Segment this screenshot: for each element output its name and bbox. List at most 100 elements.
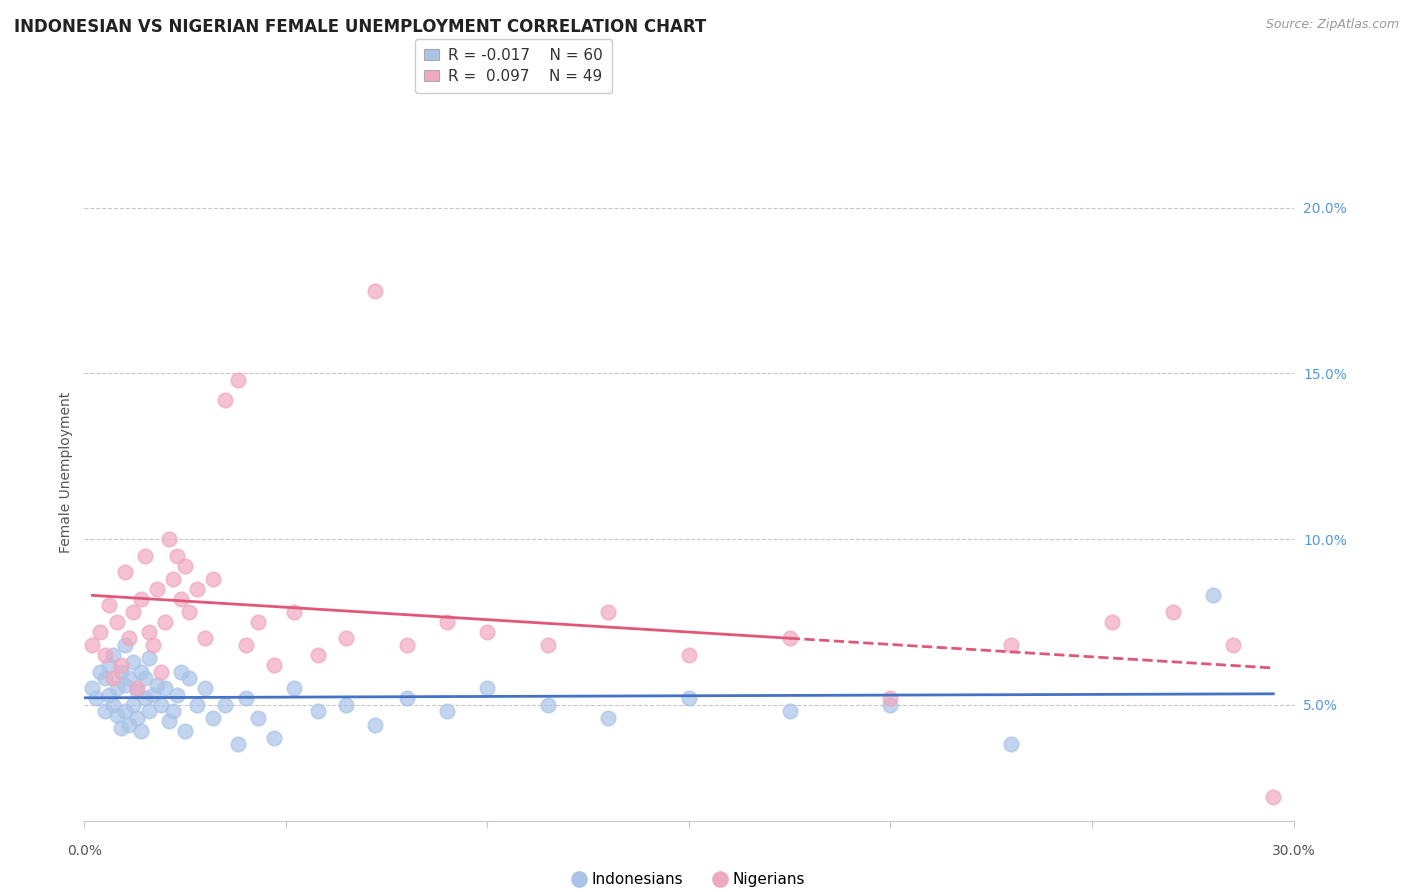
Point <box>162 572 184 586</box>
Point <box>82 638 104 652</box>
Point <box>93 648 115 662</box>
Text: INDONESIAN VS NIGERIAN FEMALE UNEMPLOYMENT CORRELATION CHART: INDONESIAN VS NIGERIAN FEMALE UNEMPLOYME… <box>14 18 706 36</box>
Point <box>153 615 176 629</box>
Point <box>1000 738 1022 752</box>
Point <box>149 665 172 679</box>
Point <box>170 591 193 606</box>
Legend: Indonesians, Nigerians: Indonesians, Nigerians <box>567 866 811 892</box>
Point <box>105 681 128 695</box>
Point <box>202 711 225 725</box>
Point <box>149 698 172 712</box>
Point <box>101 671 124 685</box>
Point <box>142 688 165 702</box>
Point <box>202 572 225 586</box>
Point <box>93 671 115 685</box>
Point <box>110 657 132 672</box>
Point <box>335 698 357 712</box>
Point <box>93 704 115 718</box>
Point <box>157 714 180 729</box>
Point <box>477 624 499 639</box>
Point <box>125 711 148 725</box>
Point <box>598 605 620 619</box>
Point <box>1222 638 1244 652</box>
Y-axis label: Female Unemployment: Female Unemployment <box>59 392 73 553</box>
Point <box>283 681 305 695</box>
Point <box>179 605 201 619</box>
Point <box>146 582 169 596</box>
Point <box>97 657 120 672</box>
Point <box>105 707 128 722</box>
Point <box>214 698 236 712</box>
Point <box>129 665 152 679</box>
Point <box>101 648 124 662</box>
Text: 30.0%: 30.0% <box>1271 844 1316 858</box>
Point <box>263 657 285 672</box>
Point <box>121 698 143 712</box>
Point <box>89 624 111 639</box>
Point <box>226 373 249 387</box>
Point <box>1263 790 1285 805</box>
Point <box>395 691 418 706</box>
Point <box>105 615 128 629</box>
Point <box>129 591 152 606</box>
Point <box>363 284 385 298</box>
Point <box>118 717 141 731</box>
Point <box>134 671 156 685</box>
Point <box>162 704 184 718</box>
Point <box>879 698 901 712</box>
Point <box>678 648 700 662</box>
Point <box>138 624 160 639</box>
Point <box>194 632 217 646</box>
Point <box>1202 588 1225 602</box>
Point <box>118 671 141 685</box>
Point <box>125 681 148 695</box>
Point <box>194 681 217 695</box>
Point <box>114 565 136 579</box>
Point <box>86 691 108 706</box>
Point <box>97 599 120 613</box>
Point <box>166 688 188 702</box>
Point <box>307 648 329 662</box>
Point <box>125 684 148 698</box>
Point <box>121 605 143 619</box>
Point <box>598 711 620 725</box>
Point <box>157 532 180 546</box>
Point <box>114 678 136 692</box>
Point <box>1101 615 1123 629</box>
Point <box>121 655 143 669</box>
Point <box>214 392 236 407</box>
Point <box>436 704 458 718</box>
Text: Source: ZipAtlas.com: Source: ZipAtlas.com <box>1265 18 1399 31</box>
Point <box>114 704 136 718</box>
Point <box>335 632 357 646</box>
Point <box>134 549 156 563</box>
Point <box>97 688 120 702</box>
Point <box>779 632 801 646</box>
Point <box>226 738 249 752</box>
Point <box>142 638 165 652</box>
Point <box>134 691 156 706</box>
Point <box>186 582 208 596</box>
Point <box>246 711 269 725</box>
Point <box>363 717 385 731</box>
Point <box>179 671 201 685</box>
Point <box>170 665 193 679</box>
Point <box>1000 638 1022 652</box>
Point <box>138 704 160 718</box>
Point <box>153 681 176 695</box>
Point <box>307 704 329 718</box>
Point <box>235 638 257 652</box>
Point <box>537 698 560 712</box>
Point <box>118 632 141 646</box>
Point <box>1161 605 1184 619</box>
Point <box>537 638 560 652</box>
Point <box>678 691 700 706</box>
Point <box>82 681 104 695</box>
Text: 0.0%: 0.0% <box>67 844 101 858</box>
Point <box>110 721 132 735</box>
Point <box>89 665 111 679</box>
Point <box>110 665 132 679</box>
Point <box>263 731 285 745</box>
Point <box>879 691 901 706</box>
Point <box>436 615 458 629</box>
